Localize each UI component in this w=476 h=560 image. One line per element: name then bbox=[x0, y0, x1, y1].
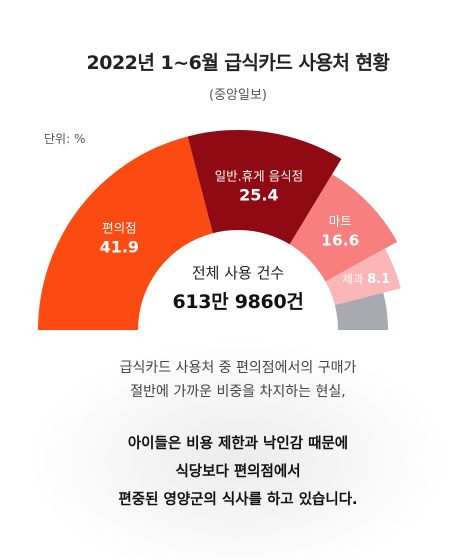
half-donut-chart: 편의점 41.9 일반.휴게 음식점 25.4 마트 16.6 제과 8.1 bbox=[38, 130, 401, 330]
slice-1 bbox=[187, 130, 342, 245]
emphasis-text: 아이들은 비용 제한과 낙인감 때문에 식당보다 편의점에서 편중된 영양군의 … bbox=[0, 430, 476, 514]
caption-line-1: 급식카드 사용처 중 편의점에서의 구매가 bbox=[119, 360, 357, 376]
slice-2 bbox=[289, 174, 398, 282]
slice-name-1: 일반.휴게 음식점 bbox=[215, 169, 303, 184]
caption-line-2: 절반에 가까운 비중을 차지하는 현실, bbox=[130, 384, 346, 400]
unit-label: 단위: % bbox=[44, 132, 86, 146]
background-glow bbox=[0, 340, 476, 560]
chart-source: (중앙일보) bbox=[209, 88, 267, 103]
slice-value-1: 25.4 bbox=[239, 186, 278, 205]
chart-center: 전체 사용 건수 613만 9860건 bbox=[148, 262, 328, 314]
slice-value-2: 16.6 bbox=[321, 232, 359, 250]
emphasis-line-3: 편중된 영양군의 식사를 하고 있습니다. bbox=[118, 492, 358, 508]
caption: 급식카드 사용처 중 편의점에서의 구매가 절반에 가까운 비중을 차지하는 현… bbox=[0, 356, 476, 404]
slice-label-3: 제과 8.1 bbox=[342, 272, 390, 287]
total-label: 전체 사용 건수 bbox=[191, 264, 285, 282]
slice-4 bbox=[334, 292, 389, 330]
emphasis-line-2: 식당보다 편의점에서 bbox=[175, 464, 301, 480]
slice-3 bbox=[325, 248, 401, 306]
slice-0 bbox=[38, 136, 213, 330]
emphasis-line-1: 아이들은 비용 제한과 낙인감 때문에 bbox=[127, 436, 349, 452]
slice-name-2: 마트 bbox=[329, 214, 352, 229]
slice-name-0: 편의점 bbox=[102, 220, 137, 235]
chart-title: 2022년 1~6월 급식카드 사용처 현황 bbox=[86, 52, 390, 74]
slice-value-0: 41.9 bbox=[100, 237, 139, 256]
total-value: 613만 9860건 bbox=[172, 291, 304, 313]
